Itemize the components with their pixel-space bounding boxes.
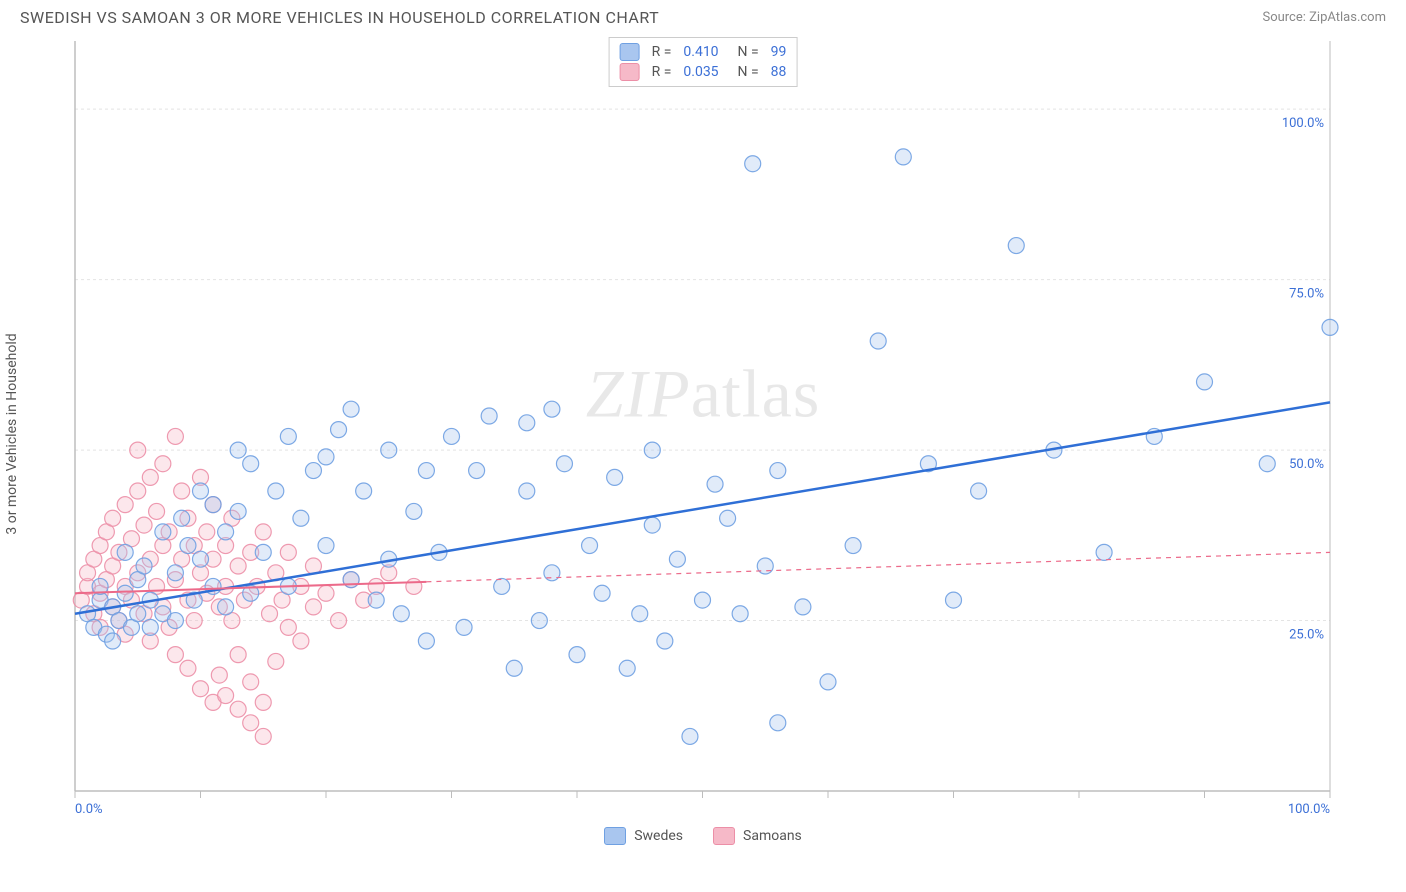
stat-n-swedes: 99 xyxy=(771,44,787,60)
legend-stats-row-swedes: R = 0.410 N = 99 xyxy=(620,42,787,62)
swatch-swedes xyxy=(620,43,640,61)
scatter-plot: 25.0% 50.0% 75.0% 100.0% 0.0% 100.0% xyxy=(20,31,1350,821)
legend-label-samoans: Samoans xyxy=(743,828,802,844)
legend-stats-row-samoans: R = 0.035 N = 88 xyxy=(620,62,787,82)
stat-label-r: R = xyxy=(652,64,672,80)
swatch-samoans xyxy=(620,63,640,81)
chart-title: SWEDISH VS SAMOAN 3 OR MORE VEHICLES IN … xyxy=(20,8,659,27)
svg-text:100.0%: 100.0% xyxy=(1288,802,1330,817)
stat-label-n: N = xyxy=(731,64,759,80)
legend-label-swedes: Swedes xyxy=(634,828,683,844)
y-axis-label: 3 or more Vehicles in Household xyxy=(4,333,20,534)
legend-bottom: Swedes Samoans xyxy=(0,821,1406,845)
stat-label-n: N = xyxy=(731,44,759,60)
svg-text:75.0%: 75.0% xyxy=(1289,287,1324,302)
stat-r-samoans: 0.035 xyxy=(683,64,718,80)
swatch-swedes xyxy=(604,827,626,845)
chart-source: Source: ZipAtlas.com xyxy=(1262,10,1386,25)
stat-n-samoans: 88 xyxy=(771,64,787,80)
chart-header: SWEDISH VS SAMOAN 3 OR MORE VEHICLES IN … xyxy=(0,0,1406,31)
legend-stats-box: R = 0.410 N = 99 R = 0.035 N = 88 xyxy=(609,37,798,87)
svg-text:100.0%: 100.0% xyxy=(1282,116,1324,131)
chart-area: 3 or more Vehicles in Household 25.0%50.… xyxy=(20,31,1386,821)
swatch-samoans xyxy=(713,827,735,845)
svg-text:0.0%: 0.0% xyxy=(75,802,103,817)
legend-item-swedes: Swedes xyxy=(604,827,683,845)
stat-r-swedes: 0.410 xyxy=(683,44,718,60)
svg-text:50.0%: 50.0% xyxy=(1289,457,1324,472)
legend-item-samoans: Samoans xyxy=(713,827,802,845)
svg-text:25.0%: 25.0% xyxy=(1289,628,1324,643)
stat-label-r: R = xyxy=(652,44,672,60)
